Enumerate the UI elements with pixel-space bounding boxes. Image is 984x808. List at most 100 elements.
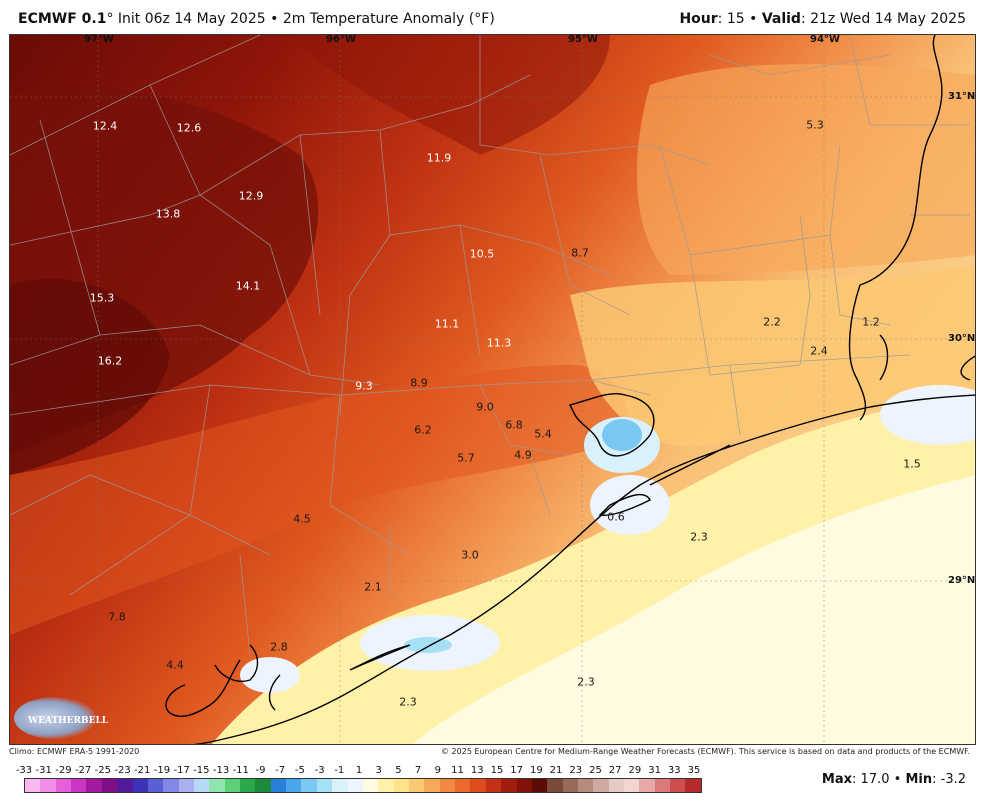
value-label: 6.2 [414,423,432,437]
value-label: 4.5 [293,512,311,526]
colorbar-swatch [347,779,363,792]
value-label: 2.3 [399,695,417,709]
colorbar-tick-label: 27 [608,765,622,776]
colorbar-swatch [209,779,225,792]
colorbar-swatch [470,779,486,792]
colorbar-tick-label: -31 [35,765,52,776]
value-label: 4.4 [166,658,184,672]
value-label: 12.4 [92,119,118,133]
value-label: 6.8 [505,418,523,432]
colorbar-swatch [224,779,241,792]
colorbar-swatch [654,779,671,792]
colorbar-tick-label: -1 [334,765,345,776]
valid-label: Valid [761,11,801,27]
colorbar-swatch [593,779,609,792]
valid-value: : 21z Wed 14 May 2025 [800,11,966,27]
colorbar-tick-label: 19 [529,765,543,776]
colorbar-tick-label: -9 [255,765,266,776]
colorbar-swatch [547,779,563,792]
max-label: Max [821,772,853,787]
value-label: 2.1 [364,580,382,594]
value-label: 5.4 [534,427,552,441]
colorbar-tick-label: 3 [375,765,382,776]
colorbar-tick-label: -29 [55,765,72,776]
init-time: Init 06z 14 May 2025 [117,11,266,27]
value-label: 9.0 [476,400,494,414]
colorbar-tick-label: 9 [434,765,441,776]
colorbar-swatch [485,779,502,792]
longitude-95w: 95°W [568,34,598,45]
colorbar-tick-label: -11 [232,765,249,776]
value-label: 8.7 [571,246,589,260]
colorbar-swatch [362,779,379,792]
colorbar-tick-label: 17 [510,765,524,776]
copyright-note: © 2025 European Centre for Medium-Range … [441,747,970,756]
colorbar-tick-label: 13 [470,765,484,776]
colorbar-tick-label: 5 [395,765,402,776]
colorbar-swatch [255,779,271,792]
colorbar-swatch [424,779,440,792]
latitude-30n: 30°N [948,333,976,344]
value-label: 5.7 [457,451,475,465]
value-label: 12.9 [238,189,264,203]
weatherbell-logo-text: WEATHERBELL [28,716,109,726]
colorbar-swatch [71,779,87,792]
colorbar-swatch [408,779,425,792]
colorbar-tick-label: -25 [94,765,111,776]
colorbar-swatch [40,779,56,792]
header: ECMWF 0.1° Init 06z 14 May 2025 • 2m Tem… [0,0,984,34]
value-label: 1.5 [903,457,921,471]
colorbar-tick-label: -15 [193,765,210,776]
bullet-separator-2: • [749,11,758,27]
hour-label: Hour [679,11,718,27]
colorbar-swatch [316,779,333,792]
anomaly-map[interactable]: 97°W 96°W 95°W 94°W 31°N 30°N 29°N 12.4 … [9,34,976,745]
value-label: 1.2 [862,315,880,329]
value-label: 16.2 [97,354,123,368]
colorbar-tick-label: -3 [314,765,325,776]
colorbar-tick-label: 15 [490,765,504,776]
value-label: 10.5 [469,247,495,261]
colorbar-swatch [685,779,701,792]
model-name: ECMWF 0.1 [18,11,107,27]
value-label: 11.3 [486,336,512,350]
map-title: ECMWF 0.1° Init 06z 14 May 2025 • 2m Tem… [18,11,495,27]
colorbar-tick-label: -7 [275,765,286,776]
colorbar-tick-label: 11 [451,765,464,776]
colorbar-swatch [240,779,256,792]
value-label: 11.9 [426,151,452,165]
min-label: Min [905,772,933,787]
colorbar-tick-label: 29 [628,765,642,776]
colorbar-swatch [193,779,210,792]
value-label: 7.8 [108,610,126,624]
colorbar-tick-label: 23 [569,765,583,776]
value-label: 12.6 [176,121,202,135]
colorbar-tick-label: 25 [589,765,602,776]
longitude-97w: 97°W [84,34,114,45]
longitude-94w: 94°W [810,34,840,45]
value-label: 0.6 [607,510,625,524]
colorbar-swatch [270,779,287,792]
colorbar-tick-label: -23 [114,765,131,776]
value-label: 15.3 [89,291,115,305]
colorbar-swatch [378,779,394,792]
colorbar-swatch [117,779,133,792]
value-label: 13.8 [155,207,181,221]
value-label: 2.2 [763,315,781,329]
colorbar-swatch [25,779,41,792]
colorbar-tick-label: -21 [134,765,151,776]
climo-note: Climo: ECMWF ERA-5 1991-2020 [9,747,140,756]
colorbar-tick-label: 7 [414,765,422,776]
value-label: 11.1 [434,317,460,331]
colorbar-swatch [147,779,164,792]
colorbar-swatch [332,779,348,792]
anomaly-field [10,35,975,744]
colorbar-tick-label: -5 [294,765,305,776]
colorbar-tick-label: -27 [74,765,92,776]
colorbar-swatch [516,779,532,792]
colorbar-swatch [531,779,548,792]
value-label: 3.0 [461,548,479,562]
colorbar-tick-label: 31 [648,765,661,776]
colorbar-swatch [286,779,302,792]
latitude-31n: 31°N [948,91,976,102]
